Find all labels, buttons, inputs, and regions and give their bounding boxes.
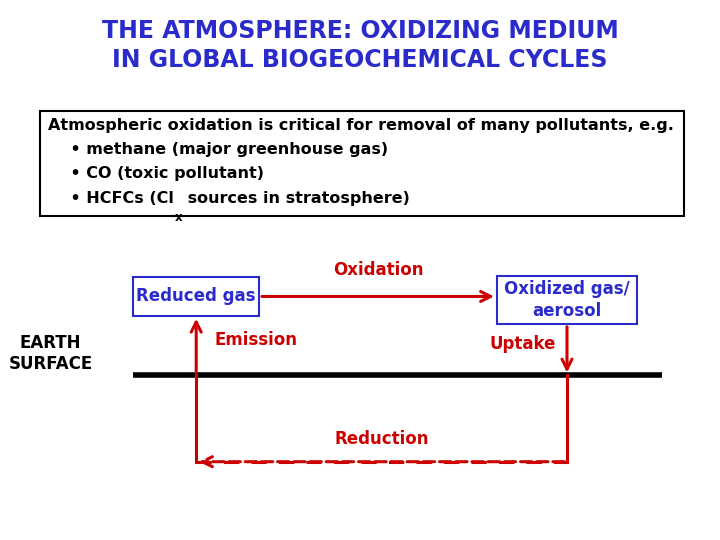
Text: • CO (toxic pollutant): • CO (toxic pollutant) xyxy=(48,166,264,181)
Text: x: x xyxy=(175,211,182,224)
FancyBboxPatch shape xyxy=(40,111,684,216)
Text: Atmospheric oxidation is critical for removal of many pollutants, e.g.: Atmospheric oxidation is critical for re… xyxy=(48,118,674,133)
Text: Reduction: Reduction xyxy=(334,430,429,448)
Text: THE ATMOSPHERE: OXIDIZING MEDIUM
IN GLOBAL BIOGEOCHEMICAL CYCLES: THE ATMOSPHERE: OXIDIZING MEDIUM IN GLOB… xyxy=(102,19,618,72)
Text: Oxidation: Oxidation xyxy=(333,261,423,279)
FancyBboxPatch shape xyxy=(497,276,637,324)
Text: • methane (major greenhouse gas): • methane (major greenhouse gas) xyxy=(48,142,388,157)
Text: sources in stratosphere): sources in stratosphere) xyxy=(182,191,410,206)
Text: Oxidized gas/
aerosol: Oxidized gas/ aerosol xyxy=(504,280,630,320)
Text: Emission: Emission xyxy=(215,331,297,349)
FancyBboxPatch shape xyxy=(133,277,259,316)
Text: • HCFCs (Cl: • HCFCs (Cl xyxy=(48,191,174,206)
Text: EARTH
SURFACE: EARTH SURFACE xyxy=(8,334,93,373)
Text: x: x xyxy=(175,211,182,224)
Text: Uptake: Uptake xyxy=(490,335,556,353)
Text: Reduced gas: Reduced gas xyxy=(137,287,256,306)
